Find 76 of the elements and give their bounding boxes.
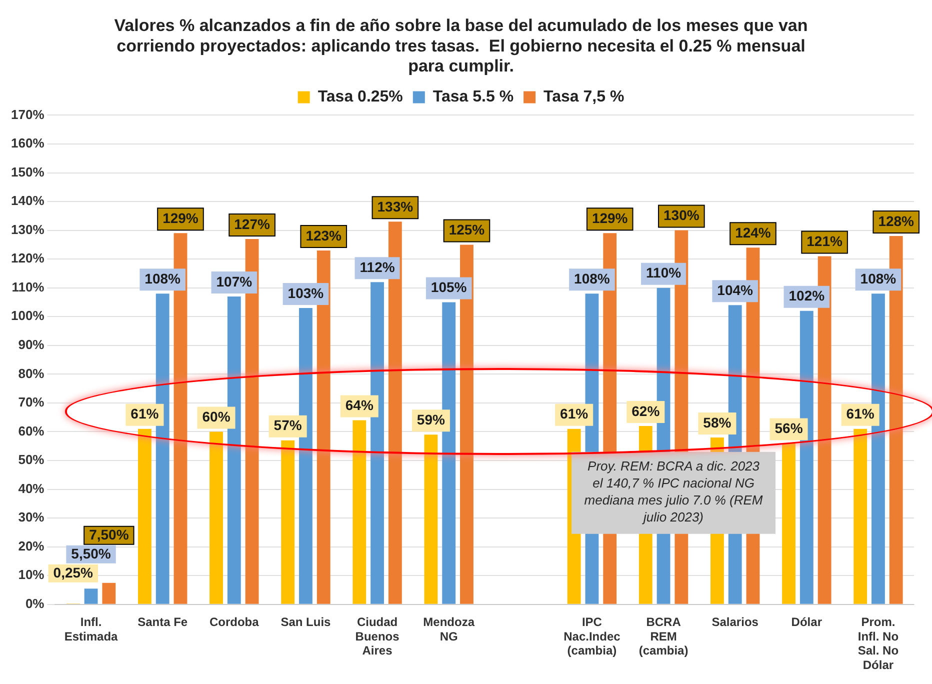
data-label: 7,50% [89,526,130,542]
bar [138,428,152,604]
x-tick-label: Infl. Estimada [64,614,118,644]
y-tick-label: 100% [11,308,45,324]
x-tick-label: Prom. Infl. No Sal. No Dólar [858,614,899,672]
y-tick-label: 130% [11,222,45,237]
data-label: 61% [846,406,875,422]
y-tick-label: 150% [11,164,45,180]
x-tick-label: Mendoza NG [423,614,475,644]
y-tick-label: 0% [25,596,45,611]
x-tick-label: Cordoba [209,614,260,629]
y-tick-label: 60% [18,423,45,438]
data-label: 105% [430,279,468,296]
legend-label: Tasa 7,5 % [544,88,624,106]
y-tick-label: 90% [18,336,45,352]
data-label: 56% [774,420,804,436]
y-tick-label: 160% [11,136,45,151]
data-label: 125% [448,222,486,238]
data-label: 108% [144,270,182,286]
data-label: 108% [860,270,897,286]
y-tick-label: 10% [18,567,45,582]
data-label: 0,25% [53,564,94,580]
data-label: 129% [592,210,628,226]
x-tick-label: Salarios [712,614,759,629]
x-tick-label: Dólar [791,614,822,629]
data-label: 129% [162,210,199,226]
bar [210,432,223,604]
data-label: 61% [130,406,160,422]
y-tick-label: 20% [18,538,45,554]
y-tick-label: 140% [11,193,45,208]
y-tick-label: 30% [18,510,45,525]
data-label: 128% [878,212,915,229]
data-label: 127% [234,216,270,232]
legend-label: Tasa 0.25% [318,88,403,106]
data-label: 133% [377,198,414,215]
bar [84,588,98,604]
legend-label: Tasa 5.5 % [432,88,514,106]
data-label: 130% [664,207,700,224]
annotation: Proy. REM: BCRA a dic. 2023 el 140,7 % IPC nacional NG mediana mes julio 7.0 % (REM julio 2023) [584,458,763,524]
data-label: 59% [416,411,446,428]
data-label: 60% [202,408,231,425]
data-label: 103% [288,284,324,301]
y-tick-label: 110% [12,279,45,294]
x-tick-label: Ciudad Buenos Aires [355,614,400,658]
x-tick-label: BCRA REM (cambia) [638,614,688,658]
data-label: 104% [717,282,754,298]
y-tick-label: 50% [18,452,45,468]
data-label: 64% [345,397,374,414]
x-tick-label: San Luis [280,614,332,629]
data-label: 112% [360,258,396,275]
data-label: 123% [306,227,342,244]
data-label: 110% [646,264,682,281]
x-tick-label: IPC Nac.Indec (cambia) [564,614,621,658]
data-label: 62% [632,402,660,419]
bar [782,443,796,604]
chart-title: Valores % alcanzados a fin de año sobre la base del acumulado de los meses que van corriendo proyectados: aplicando tres tasas. El gobierno necesita el 0.25 % mensual para cumplir. [114,16,808,76]
bar [102,582,116,604]
data-label: 102% [788,288,826,304]
y-tick-label: 40% [18,480,45,496]
data-label: 58% [703,414,732,430]
y-tick-label: 70% [18,394,45,410]
data-label: 121% [806,233,843,250]
data-label: 108% [574,270,610,286]
bar [424,434,438,604]
data-label: 61% [560,406,589,422]
y-tick-label: 80% [18,366,45,381]
y-tick-label: 120% [11,250,45,266]
data-label: 57% [274,417,302,434]
y-tick-label: 170% [11,106,45,122]
data-label: 124% [735,224,772,240]
bar [854,428,868,604]
data-label: 5,50% [71,545,112,562]
bar [352,420,366,604]
bar [281,440,295,604]
x-tick-label: Santa Fe [138,614,188,629]
data-label: 107% [216,273,253,290]
